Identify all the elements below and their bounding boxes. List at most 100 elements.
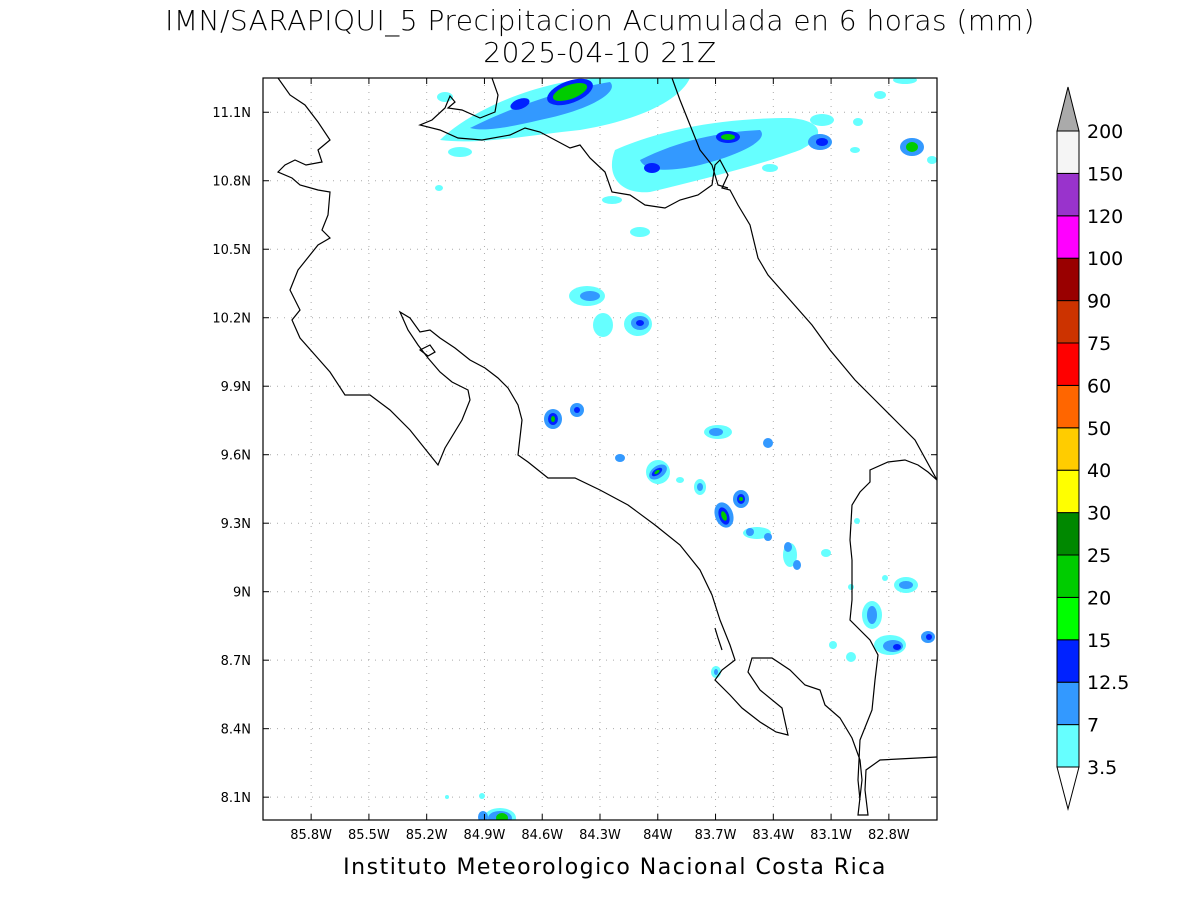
precip-patch (810, 114, 834, 126)
coastlines (276, 78, 937, 816)
lon-tick-label: 85.2W (406, 828, 448, 843)
precip-patch (793, 560, 801, 570)
lon-tick-label: 83.7W (695, 828, 737, 843)
precip-patch (435, 185, 443, 191)
colorbar-segment (1056, 596, 1080, 641)
colorbar-level-label: 7 (1087, 715, 1099, 737)
precip-patch (893, 78, 917, 84)
lon-tick-label: 84W (643, 828, 673, 843)
precip-patch (746, 528, 754, 536)
precip-patch (784, 542, 792, 552)
precip-patch (764, 533, 772, 541)
colorbar-segment (1056, 681, 1080, 726)
colorbar-bottom-arrow (1056, 766, 1080, 811)
map-axes: 85.8W 85.5W 85.2W 84.9W 84.6W 84.3W 84W 83.7W 83… (212, 78, 937, 843)
precip-patch (636, 320, 644, 326)
colorbar-segment (1056, 257, 1080, 302)
precip-patch (644, 163, 660, 173)
lon-tick-label: 82.8W (868, 828, 910, 843)
coastline-osa (714, 627, 723, 651)
colorbar-level-label: 120 (1087, 206, 1123, 228)
precip-patch (739, 497, 743, 501)
colorbar-level-label: 20 (1087, 587, 1111, 609)
precip-patch (763, 438, 773, 448)
colorbar-level-label: 3.5 (1087, 757, 1117, 779)
precip-patch (445, 795, 449, 799)
colorbar-segment (1056, 172, 1080, 217)
lat-tick-label: 10.5N (212, 243, 251, 258)
lat-tick-label: 8.1N (221, 791, 251, 806)
colorbar-level-label: 75 (1087, 333, 1111, 355)
precip-patch (899, 581, 913, 589)
precip-patch (602, 196, 622, 204)
precip-patch (593, 313, 613, 337)
colorbar-segment (1056, 130, 1080, 174)
lon-tick-label: 84.3W (579, 828, 621, 843)
precip-patch (615, 454, 625, 462)
colorbar-segment (1056, 300, 1080, 344)
colorbar-level-label: 100 (1087, 248, 1123, 270)
precip-patch (882, 575, 888, 581)
colorbar-level-label: 50 (1087, 418, 1111, 440)
coastline-east (418, 78, 937, 481)
colorbar-level-label: 60 (1087, 375, 1111, 397)
precip-patch (762, 164, 778, 172)
precip-patch (697, 483, 703, 491)
lon-tick-label: 85.8W (290, 828, 332, 843)
lon-tick-label: 83.4W (752, 828, 794, 843)
precip-patch (709, 428, 723, 436)
precip-patch (580, 291, 600, 301)
border-panama (849, 459, 937, 801)
colorbar-segment (1056, 469, 1080, 514)
lat-tick-label: 9.3N (221, 517, 251, 532)
precip-patch (848, 584, 854, 590)
precip-patch (927, 156, 937, 164)
precip-patch (721, 511, 727, 521)
map-title: IMN/SARAPIQUI_5 Precipitacion Acumulada … (165, 4, 1035, 37)
precip-patch (874, 91, 886, 99)
precip-patch (853, 118, 863, 126)
colorbar-segment (1056, 639, 1080, 683)
colorbar-segment (1056, 554, 1080, 598)
colorbar-level-label: 40 (1087, 460, 1111, 482)
lat-tick-label: 10.2N (212, 312, 251, 327)
colorbar-level-label: 90 (1087, 291, 1111, 313)
precip-patch (816, 138, 828, 146)
precip-patch (510, 98, 530, 110)
precip-patch (821, 549, 831, 557)
border-nicaragua (671, 78, 729, 189)
lat-tick-label: 10.8N (212, 175, 251, 190)
colorbar-segment (1056, 342, 1080, 386)
precip-patch (906, 142, 918, 152)
lon-tick-label: 84.9W (464, 828, 506, 843)
map-subtitle: 2025-04-10 21Z (483, 36, 717, 69)
precip-patch (574, 407, 580, 413)
lat-tick-label: 9N (233, 586, 251, 601)
lat-tick-label: 8.4N (221, 723, 251, 738)
colorbar-level-label: 30 (1087, 503, 1111, 525)
precip-patch (630, 227, 650, 237)
coastline-west (276, 78, 937, 816)
precip-patch (676, 477, 684, 483)
colorbar: 3.5 7 12.5 15 20 25 30 40 50 60 75 90 100 120 150 200 (1056, 86, 1129, 811)
colorbar-level-label: 150 (1087, 163, 1123, 185)
lon-tick-label: 84.6W (521, 828, 563, 843)
colorbar-level-label: 200 (1087, 121, 1123, 143)
colorbar-segment (1056, 215, 1080, 259)
precip-patch (654, 469, 660, 475)
lat-tick-label: 11.1N (212, 106, 251, 121)
precip-patch (926, 634, 932, 640)
precip-patch (846, 652, 856, 662)
precip-patch (850, 147, 860, 153)
precip-patch (867, 606, 877, 624)
precip-patch (829, 641, 837, 649)
lat-tick-label: 9.9N (221, 380, 251, 395)
colorbar-segment (1056, 427, 1080, 471)
precip-patch (854, 518, 860, 524)
colorbar-segment (1056, 384, 1080, 429)
lat-tick-label: 8.7N (221, 654, 251, 669)
lat-tick-label: 9.6N (221, 449, 251, 464)
precip-patch (714, 669, 718, 675)
precip-patch (552, 82, 588, 102)
